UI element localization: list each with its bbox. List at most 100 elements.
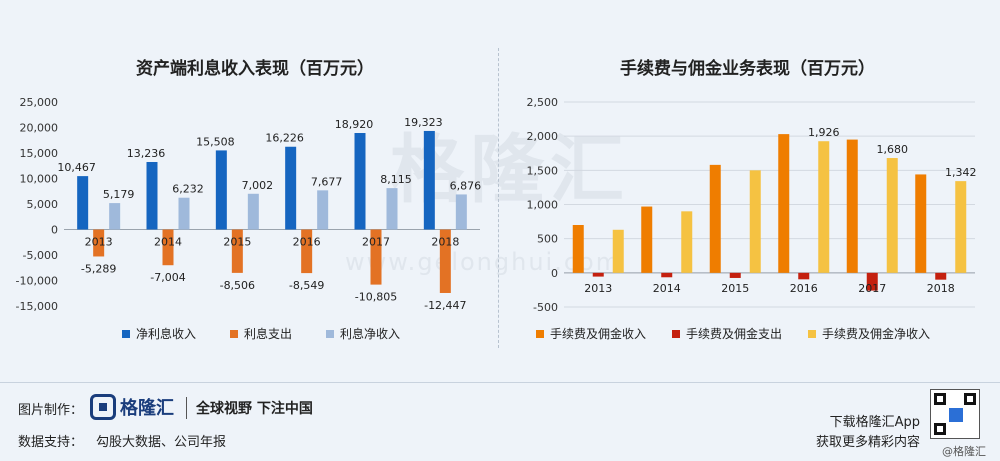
bar-手续费及佣金净收入-2013: [612, 229, 624, 273]
legend-swatch: [122, 330, 130, 338]
bar-手续费及佣金收入-2017: [846, 139, 858, 273]
data-label: 13,236: [127, 147, 166, 160]
bar-利息支出-2014: [162, 229, 174, 266]
y-tick-label: 1,000: [527, 199, 559, 212]
bar-手续费及佣金支出-2015: [729, 272, 741, 278]
data-label: 5,179: [103, 188, 135, 201]
data-label: 16,226: [265, 132, 304, 145]
promo-line-2: 获取更多精彩内容: [815, 435, 920, 450]
panel-divider: [498, 48, 499, 348]
data-label: 19,323: [404, 116, 443, 129]
data-label: 6,876: [450, 179, 482, 192]
bar-手续费及佣金收入-2014: [641, 206, 653, 273]
data-label: 18,920: [335, 118, 374, 131]
footer-separator: [186, 397, 187, 419]
logo-icon: [90, 394, 116, 420]
data-label: -8,506: [220, 279, 255, 292]
legend-swatch: [672, 330, 680, 338]
legend-swatch: [230, 330, 238, 338]
x-tick-label: 2014: [653, 282, 681, 295]
y-tick-label: -15,000: [16, 300, 58, 313]
bar-利息净收入-2018: [455, 194, 467, 230]
data-label: 6,232: [172, 183, 204, 196]
x-tick-label: 2017: [362, 236, 390, 249]
bar-利息净收入-2017: [386, 188, 398, 230]
legend-label: 净利息收入: [136, 326, 196, 341]
chart-title: 资产端利息收入表现（百万元）: [136, 59, 374, 79]
x-tick-label: 2016: [790, 282, 818, 295]
interest-income-chart-panel: 资产端利息收入表现（百万元） 25,000 20,000 15,000 10,000 5…: [16, 40, 490, 360]
data-label: -12,447: [424, 299, 466, 312]
data-label: -10,805: [355, 291, 397, 304]
y-tick-label: 5,000: [27, 198, 59, 211]
legend-swatch: [326, 330, 334, 338]
bar-手续费及佣金收入-2013: [572, 225, 584, 273]
bar-净利息收入-2013: [77, 176, 89, 230]
legend-swatch: [808, 330, 816, 338]
x-tick-label: 2017: [858, 282, 886, 295]
bar-手续费及佣金支出-2014: [661, 272, 673, 278]
bar-利息支出-2018: [439, 229, 451, 293]
y-tick-label: 0: [51, 224, 58, 237]
bar-手续费及佣金净收入-2017: [886, 158, 898, 273]
bar-手续费及佣金净收入-2018: [955, 181, 967, 273]
bar-利息支出-2016: [301, 229, 313, 274]
bar-利息净收入-2013: [109, 203, 121, 230]
data-label: 15,508: [196, 135, 235, 148]
data-label: 1,680: [877, 143, 909, 156]
data-label: 1,342: [945, 166, 977, 179]
commission-chart: 2,500 2,000 1,500 1,000 500 0 -500 1,926 1,680 1,…: [527, 96, 977, 341]
legend-label: 手续费及佣金净收入: [822, 326, 930, 341]
legend-label: 利息支出: [244, 326, 292, 341]
y-tick-label: 25,000: [20, 96, 59, 109]
bar-利息净收入-2015: [247, 193, 259, 230]
x-tick-label: 2014: [154, 236, 182, 249]
data-label: 10,467: [57, 161, 96, 174]
bar-手续费及佣金收入-2018: [915, 174, 927, 273]
bar-利息支出-2015: [231, 229, 243, 273]
bar-手续费及佣金收入-2016: [778, 134, 790, 273]
bar-利息净收入-2016: [317, 190, 329, 230]
bar-净利息收入-2016: [285, 146, 297, 230]
x-tick-label: 2018: [927, 282, 955, 295]
x-tick-label: 2013: [584, 282, 612, 295]
source-text: 勾股大数据、公司年报: [96, 435, 227, 450]
promo-line-1: 下载格隆汇App: [829, 415, 920, 430]
x-tick-label: 2015: [721, 282, 749, 295]
bar-利息支出-2017: [370, 229, 382, 285]
source-label: 数据支持：: [18, 435, 84, 450]
legend-label: 利息净收入: [340, 326, 400, 341]
bar-手续费及佣金收入-2015: [709, 164, 721, 273]
made-by-label: 图片制作：: [18, 403, 84, 418]
x-tick-label: 2018: [431, 236, 459, 249]
legend-label: 手续费及佣金支出: [686, 326, 782, 341]
bar-手续费及佣金净收入-2016: [818, 141, 830, 273]
data-label: 7,677: [311, 175, 343, 188]
y-tick-label: 0: [551, 267, 558, 280]
data-label: 7,002: [242, 179, 274, 192]
bar-手续费及佣金支出-2016: [798, 272, 810, 280]
qr-code-icon[interactable]: [930, 389, 980, 439]
y-tick-label: 500: [537, 233, 558, 246]
y-tick-label: 2,500: [527, 96, 559, 109]
data-label: -5,289: [81, 262, 116, 275]
data-label: -7,004: [150, 271, 185, 284]
footer: 图片制作： 格隆汇 全球视野 下注中国 数据支持： 勾股大数据、公司年报 下载格…: [0, 382, 1000, 461]
bar-手续费及佣金净收入-2014: [681, 211, 693, 273]
bar-利息净收入-2014: [178, 197, 190, 230]
x-tick-label: 2015: [223, 236, 251, 249]
y-tick-label: 1,500: [527, 164, 559, 177]
y-tick-label: -5,000: [23, 249, 58, 262]
bar-净利息收入-2015: [215, 150, 227, 230]
y-tick-label: 2,000: [527, 130, 559, 143]
bar-手续费及佣金支出-2013: [592, 272, 604, 277]
bar-手续费及佣金支出-2018: [935, 272, 947, 280]
bar-净利息收入-2018: [423, 130, 435, 230]
y-tick-label: -10,000: [16, 275, 58, 288]
y-tick-label: 10,000: [20, 173, 59, 186]
commission-chart-panel: 手续费与佣金业务表现（百万元） 2,500 2,000 1,500 1,000 500 0…: [510, 40, 985, 360]
data-label: 8,115: [380, 173, 412, 186]
bar-手续费及佣金净收入-2015: [749, 170, 761, 273]
legend-swatch: [536, 330, 544, 338]
gelonghui-logo: 格隆汇: [90, 393, 190, 421]
